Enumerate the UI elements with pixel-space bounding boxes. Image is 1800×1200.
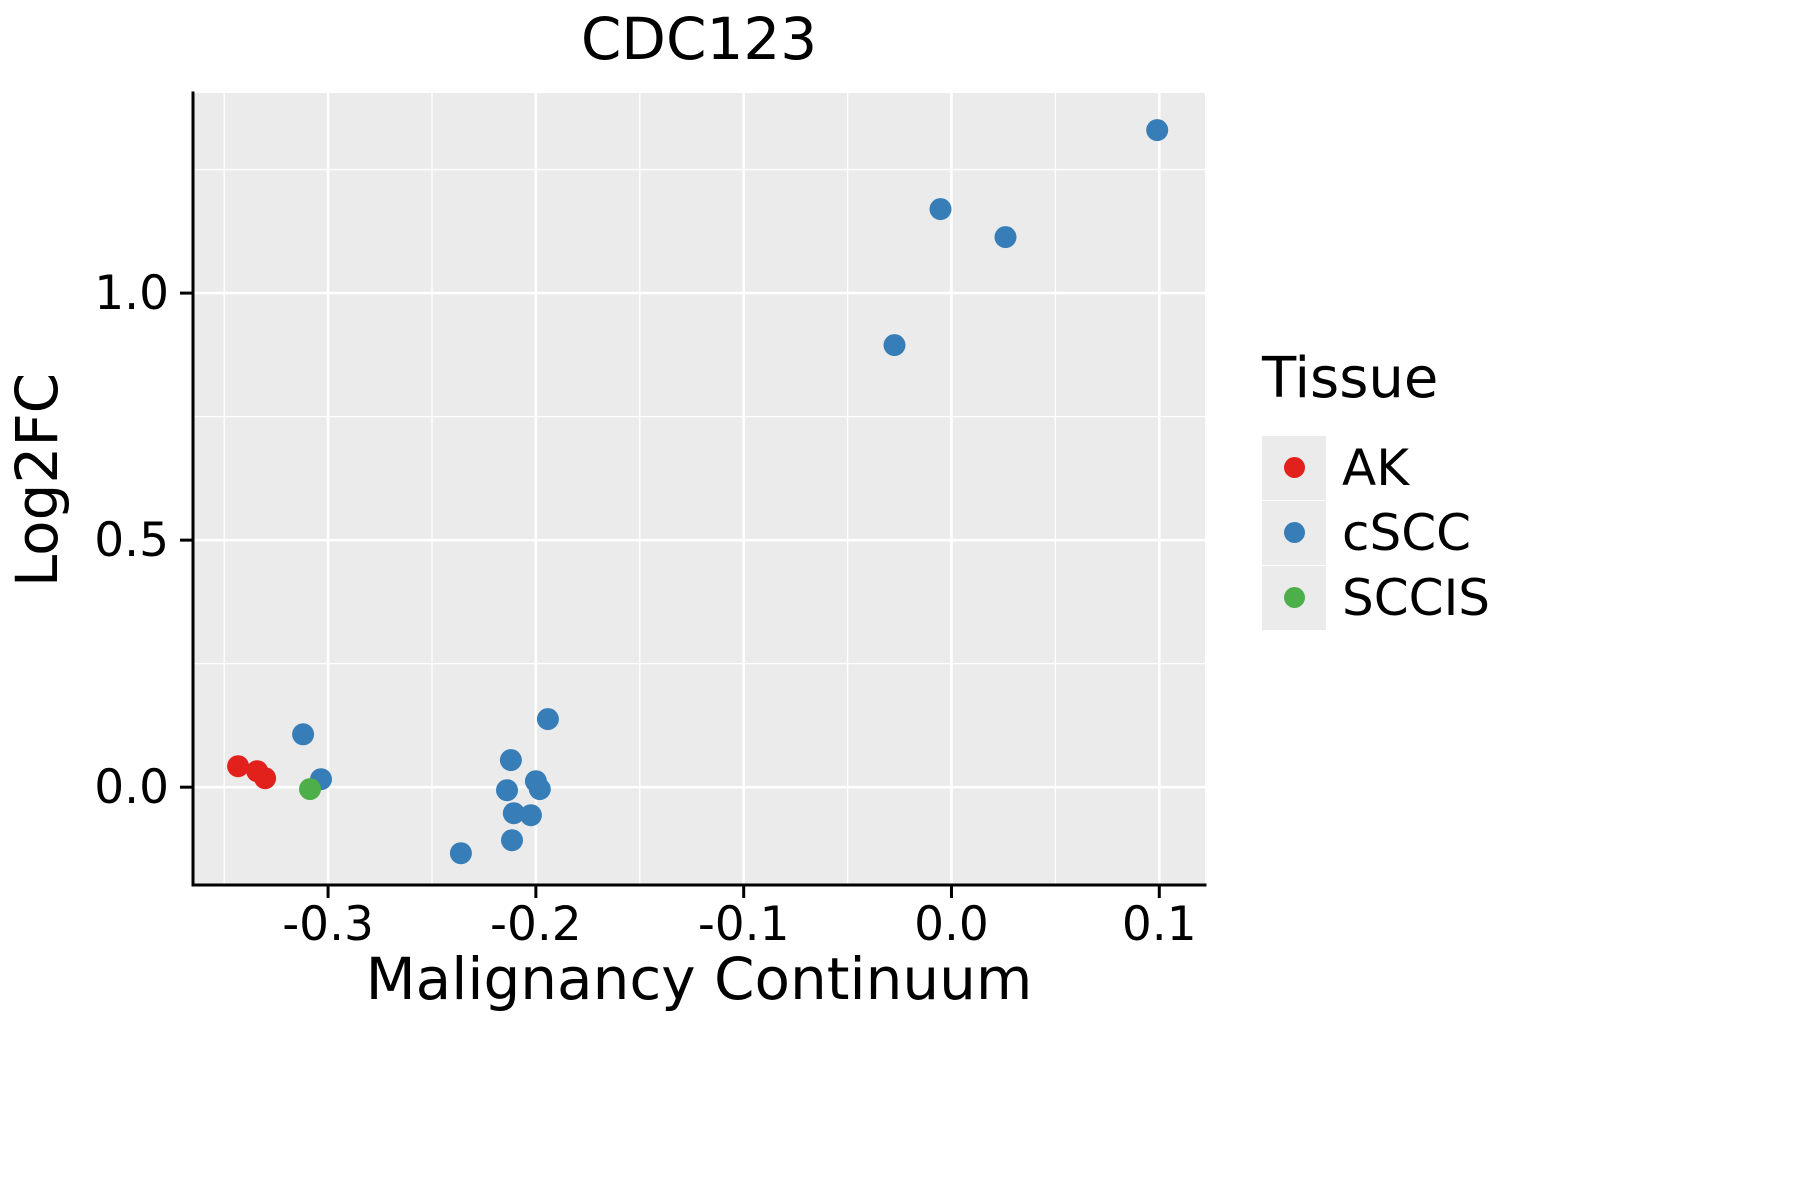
legend-item-AK: AK xyxy=(1262,435,1490,500)
data-point-cSCC xyxy=(994,226,1017,249)
legend: Tissue AK cSCC SCCIS xyxy=(1262,346,1490,630)
legend-key-swatch xyxy=(1262,565,1326,630)
data-point-cSCC xyxy=(292,723,315,746)
legend-key-swatch xyxy=(1262,435,1326,500)
data-point-cSCC xyxy=(519,804,542,827)
legend-item-SCCIS: SCCIS xyxy=(1262,565,1490,630)
legend-dot-icon xyxy=(1283,587,1305,608)
data-point-AK xyxy=(227,755,250,778)
data-point-cSCC xyxy=(502,802,525,825)
data-point-cSCC xyxy=(499,749,522,772)
data-point-cSCC xyxy=(536,708,559,731)
plot-panel xyxy=(193,93,1205,885)
y-tick-label: 0.0 xyxy=(94,760,169,815)
legend-items: AK cSCC SCCIS xyxy=(1262,435,1490,630)
x-tick-label: 0.0 xyxy=(914,897,989,952)
data-point-cSCC xyxy=(449,842,472,865)
legend-label: SCCIS xyxy=(1342,568,1491,627)
data-point-AK xyxy=(254,767,277,790)
legend-label: cSCC xyxy=(1342,503,1472,562)
y-axis-label: Log2FC xyxy=(3,372,71,588)
legend-title: Tissue xyxy=(1262,346,1439,411)
legend-key-swatch xyxy=(1262,500,1326,565)
y-tick-label: 1.0 xyxy=(94,266,169,321)
data-point-cSCC xyxy=(496,779,518,802)
x-tick-label: -0.1 xyxy=(698,897,790,952)
data-point-cSCC xyxy=(929,198,952,221)
legend-item-cSCC: cSCC xyxy=(1262,500,1490,565)
legend-dot-icon xyxy=(1283,457,1305,478)
data-point-cSCC xyxy=(1146,119,1169,142)
x-tick-label: -0.2 xyxy=(490,897,582,952)
y-tick-label: 0.5 xyxy=(94,513,169,568)
legend-label: AK xyxy=(1342,438,1409,497)
data-point-SCCIS xyxy=(299,778,321,801)
data-point-cSCC xyxy=(883,334,906,357)
x-tick-label: 0.1 xyxy=(1122,897,1197,952)
x-axis-label: Malignancy Continuum xyxy=(365,945,1033,1013)
chart-title: CDC123 xyxy=(580,5,818,73)
data-point-cSCC xyxy=(528,778,551,801)
x-tick-label: -0.3 xyxy=(282,897,374,952)
legend-dot-icon xyxy=(1283,522,1305,543)
data-point-cSCC xyxy=(501,829,523,852)
